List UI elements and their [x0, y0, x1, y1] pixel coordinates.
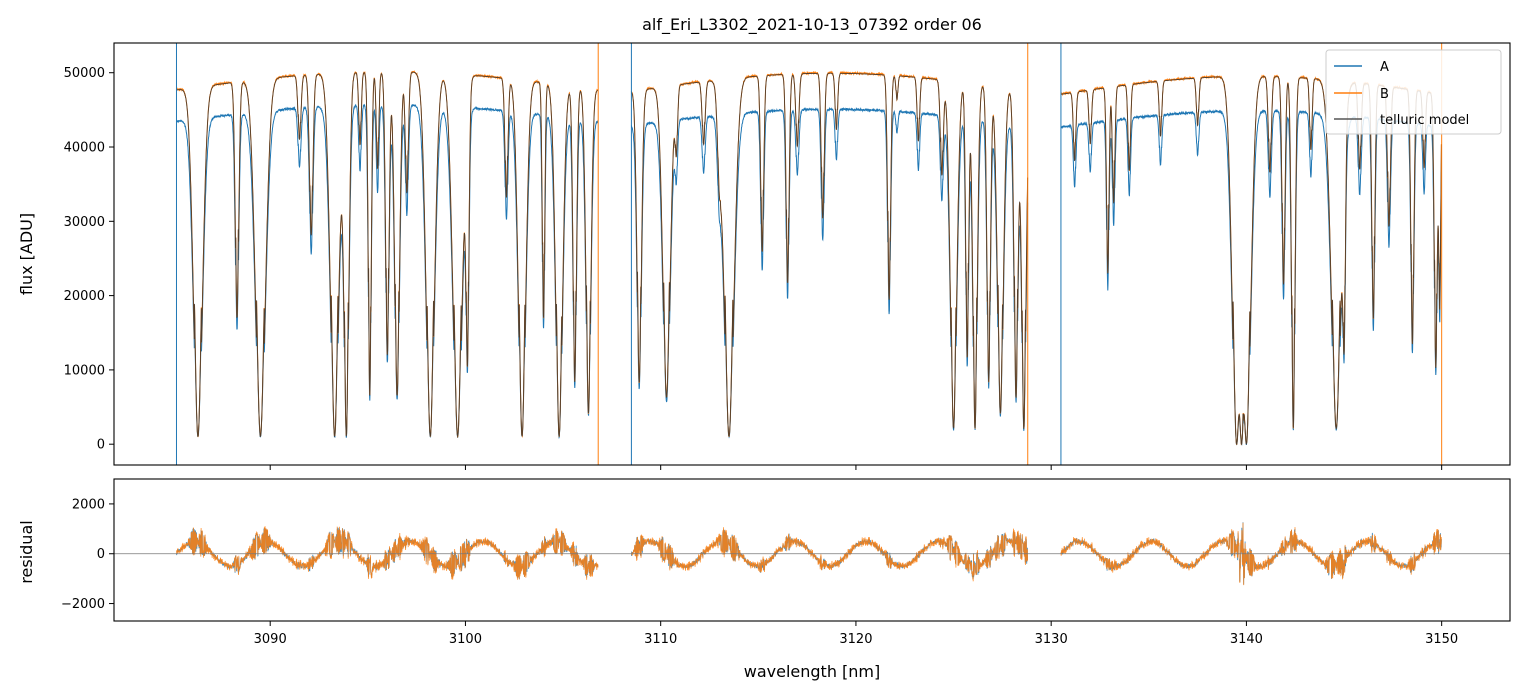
residual-y-ticks: −2000 0 2000	[61, 497, 114, 612]
x-tick-label-3120: 3120	[839, 632, 872, 647]
flux-y-tick-label-40000: 40000	[64, 141, 105, 156]
flux-y-tick-label-10000: 10000	[64, 363, 105, 378]
flux-y-tick-label-30000: 30000	[64, 215, 105, 230]
flux-panel-frame	[113, 42, 1511, 466]
telluric-model-segment-1	[176, 71, 599, 438]
residual-panel-frame	[113, 478, 1511, 622]
residual-b-segment-2	[631, 527, 1028, 582]
legend-box	[1325, 49, 1502, 135]
series-b-segment-2	[630, 70, 1029, 438]
series-a-segment-2	[630, 106, 1029, 439]
series-b-segment-1	[176, 70, 599, 439]
flux-y-tick-label-50000: 50000	[64, 66, 105, 81]
legend-label-telluric: telluric model	[1380, 113, 1469, 128]
x-tick-label-3090: 3090	[254, 632, 287, 647]
flux-y-axis-label: flux [ADU]	[17, 213, 36, 295]
residual-b-segment-1	[176, 526, 599, 580]
residual-y-tick-label-2000: 2000	[72, 497, 105, 512]
legend-label-b: B	[1380, 87, 1389, 102]
telluric-model-segment-2	[631, 72, 1029, 438]
chart-title: alf_Eri_L3302_2021-10-13_07392 order 06	[642, 15, 982, 35]
x-axis-label: wavelength [nm]	[744, 662, 881, 681]
flux-x-ticks	[269, 465, 1443, 470]
flux-panel: 0 10000 20000 30000 40000 50000 flux [ADU] A …	[17, 42, 1511, 470]
flux-y-ticks: 0 10000 20000 30000 40000 50000	[64, 66, 114, 453]
x-tick-label-3150: 3150	[1425, 632, 1458, 647]
residual-y-tick-label-0: 0	[97, 547, 105, 562]
flux-y-tick-label-20000: 20000	[64, 289, 105, 304]
x-tick-label-3130: 3130	[1035, 632, 1068, 647]
residual-y-axis-label: residual	[17, 520, 36, 583]
flux-plot-area	[175, 43, 1443, 465]
legend: A B telluric model	[1325, 49, 1502, 135]
x-tick-label-3100: 3100	[449, 632, 482, 647]
flux-y-tick-label-0: 0	[97, 438, 105, 453]
residual-plot-area	[114, 522, 1510, 586]
x-tick-label-3140: 3140	[1230, 632, 1263, 647]
residual-y-tick-label--2000: −2000	[61, 597, 105, 612]
residual-x-ticks: 3090 3100 3110 3120 3130 3140 3150	[254, 621, 1458, 647]
legend-label-a: A	[1380, 60, 1389, 75]
x-tick-label-3110: 3110	[644, 632, 677, 647]
